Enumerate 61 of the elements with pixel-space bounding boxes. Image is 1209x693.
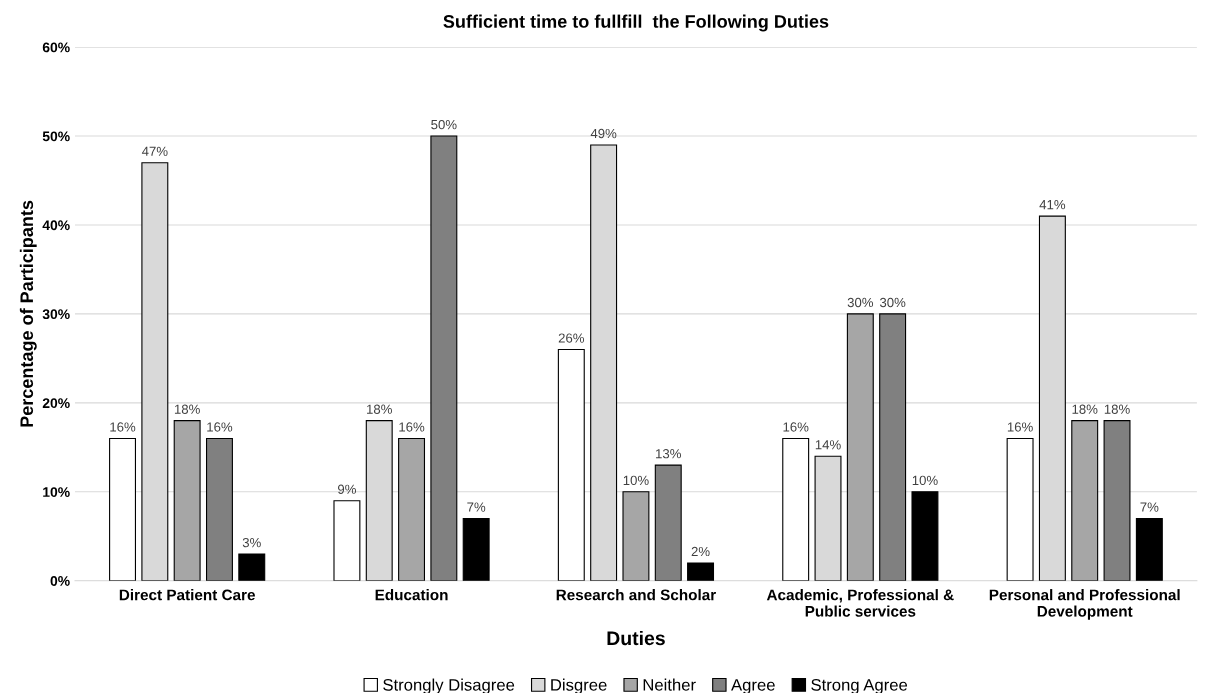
- bar: [238, 553, 266, 581]
- data-label: 14%: [815, 440, 841, 450]
- bar: [430, 135, 458, 581]
- data-label: 30%: [879, 297, 906, 308]
- data-label: 30%: [847, 297, 874, 308]
- x-tick-label: Direct Patient Care: [119, 589, 255, 601]
- data-label: 18%: [174, 404, 200, 414]
- bar: [1135, 517, 1163, 581]
- data-label: 49%: [590, 128, 617, 139]
- data-label: 10%: [912, 475, 938, 486]
- data-label: 18%: [367, 404, 392, 414]
- data-label: 9%: [338, 484, 356, 494]
- bar: [846, 313, 874, 581]
- bar: [911, 491, 939, 581]
- bar: [205, 437, 233, 581]
- data-label: 26%: [558, 333, 585, 343]
- y-axis-title: Percentage of Participants: [19, 200, 37, 427]
- y-tick-label: 60%: [42, 42, 70, 53]
- data-label: 10%: [623, 475, 649, 486]
- bar: [782, 437, 810, 581]
- bar: [173, 420, 201, 581]
- data-label: 41%: [1039, 200, 1066, 210]
- bar: [879, 313, 907, 581]
- chart-title: Sufficient time to fullfill the Following Duties: [443, 14, 829, 32]
- x-axis-title: Duties: [607, 630, 665, 646]
- y-tick-label: 0%: [50, 576, 70, 586]
- bar: [333, 500, 361, 581]
- bar: [1006, 437, 1034, 581]
- bar: [557, 348, 585, 581]
- bar: [462, 517, 490, 581]
- x-tick-label: Education: [375, 589, 448, 601]
- x-tick-label: Personal and Professional Development: [989, 589, 1180, 620]
- data-label: 2%: [691, 546, 710, 557]
- data-label: 16%: [1007, 422, 1033, 432]
- data-label: 16%: [399, 422, 425, 432]
- x-tick-label: Academic, Professional & Public services: [766, 589, 954, 617]
- x-tick-label: Research and Scholar: [556, 589, 716, 601]
- data-label: 16%: [783, 422, 809, 432]
- data-label: 7%: [467, 502, 486, 512]
- data-label: 16%: [207, 422, 233, 432]
- y-tick-label: 50%: [42, 131, 70, 142]
- y-tick-label: 20%: [42, 398, 70, 409]
- bar: [654, 464, 682, 581]
- y-tick-label: 30%: [42, 309, 70, 320]
- data-label: 18%: [1072, 404, 1098, 414]
- data-label: 3%: [242, 537, 261, 548]
- data-label: 47%: [141, 146, 168, 156]
- data-label: 13%: [656, 449, 681, 459]
- data-label: 18%: [1104, 404, 1130, 414]
- bar: [622, 491, 650, 581]
- bar: [687, 562, 715, 581]
- bar: [1071, 420, 1099, 581]
- data-label: 7%: [1140, 502, 1159, 512]
- y-tick-label: 10%: [43, 487, 70, 497]
- data-label: 16%: [110, 422, 136, 432]
- bar: [398, 437, 426, 581]
- legend-label: Neither: [643, 678, 696, 691]
- bar: [1103, 420, 1131, 581]
- data-label: 50%: [431, 119, 457, 130]
- y-tick-label: 40%: [42, 220, 70, 231]
- bar: [109, 437, 137, 581]
